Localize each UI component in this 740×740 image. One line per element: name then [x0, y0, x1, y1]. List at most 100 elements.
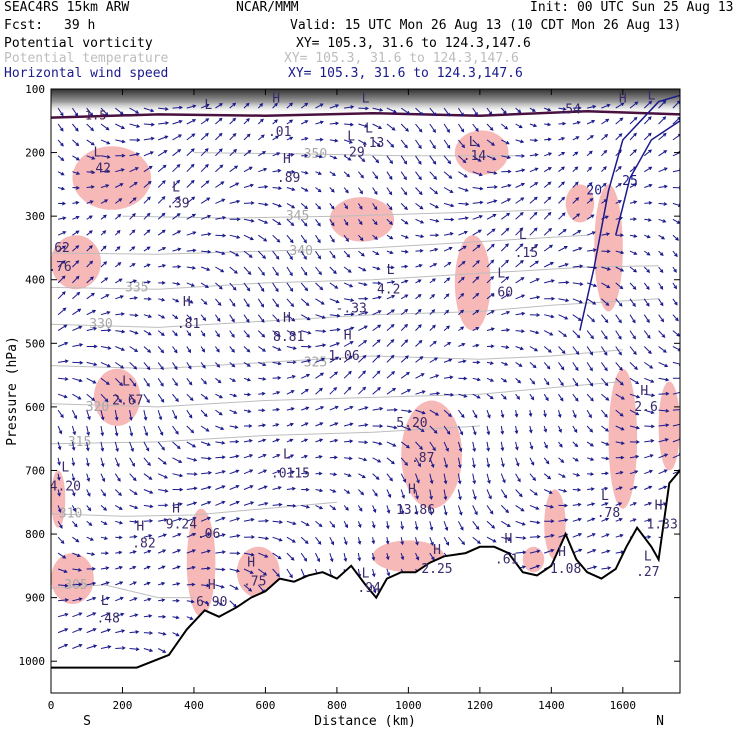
- wind-arrow: [643, 346, 652, 355]
- wind-arrow: [57, 552, 67, 559]
- wind-arrow: [286, 568, 293, 579]
- wind-arrow: [472, 473, 477, 485]
- wind-arrow: [115, 168, 125, 173]
- wind-arrow: [115, 312, 125, 316]
- wind-arrow: [586, 182, 593, 188]
- wind-arrow: [286, 234, 294, 244]
- wind-arrow: [587, 472, 595, 476]
- wind-arrow: [572, 298, 583, 304]
- wind-arrow: [72, 377, 83, 383]
- wind-arrow: [186, 472, 198, 476]
- wind-arrow: [100, 214, 107, 220]
- wind-arrow: [143, 314, 153, 318]
- wind-arrow: [315, 187, 322, 193]
- wind-arrow: [329, 282, 339, 289]
- wind-arrow: [486, 123, 494, 131]
- wind-arrow: [243, 102, 250, 109]
- wind-arrow: [358, 406, 369, 411]
- wind-arrow: [644, 183, 653, 188]
- wind-arrow: [71, 409, 78, 420]
- wind-arrow: [229, 102, 237, 109]
- wind-arrow: [72, 612, 83, 618]
- wind-arrow: [358, 457, 368, 462]
- wind-arrow: [229, 393, 238, 398]
- wind-arrow: [529, 393, 535, 401]
- wind-arrow: [200, 197, 211, 204]
- wind-arrow: [529, 441, 534, 450]
- wind-arrow: [586, 214, 595, 220]
- extremum-label: L: [519, 228, 527, 243]
- extremum-label: L: [644, 549, 652, 564]
- wind-arrow: [71, 473, 76, 482]
- extremum-label: .61: [495, 552, 518, 567]
- wind-arrow: [72, 275, 80, 284]
- wind-arrow: [243, 377, 252, 382]
- wind-arrow: [115, 295, 125, 300]
- wind-arrow: [644, 439, 655, 443]
- wind-arrow: [129, 393, 136, 404]
- wind-arrow: [501, 536, 512, 542]
- wind-arrow: [286, 470, 295, 475]
- wind-arrow: [358, 339, 368, 347]
- wind-arrow: [286, 390, 295, 395]
- wind-arrow: [386, 505, 391, 514]
- wind-arrow: [415, 293, 422, 300]
- wind-arrow: [100, 441, 105, 452]
- wind-arrow: [643, 149, 653, 157]
- wind-arrow: [501, 520, 511, 528]
- wind-arrow: [172, 425, 179, 435]
- wind-arrow: [601, 266, 612, 271]
- wind-arrow: [472, 292, 480, 300]
- wind-arrow: [300, 120, 309, 125]
- wind-arrow: [86, 536, 94, 541]
- wind-arrow: [258, 361, 267, 367]
- wind-arrow: [400, 139, 408, 149]
- wind-arrow: [71, 457, 76, 467]
- wind-arrow: [129, 425, 134, 437]
- wind-arrow: [529, 564, 541, 570]
- wind-arrow: [486, 185, 498, 189]
- wind-arrow: [458, 343, 466, 347]
- wind-arrow: [443, 521, 449, 531]
- wind-arrow: [386, 387, 397, 395]
- wind-arrow: [286, 153, 295, 157]
- wind-arrow: [658, 150, 668, 157]
- wind-arrow: [243, 117, 250, 125]
- wind-arrow: [143, 549, 152, 554]
- wind-arrow: [486, 292, 495, 300]
- wind-arrow: [500, 123, 509, 130]
- wind-arrow: [629, 183, 638, 188]
- wind-arrow: [301, 137, 309, 141]
- wind-arrow: [329, 472, 338, 477]
- wind-arrow: [500, 259, 509, 268]
- wind-arrow: [543, 410, 547, 418]
- wind-arrow: [157, 164, 167, 173]
- wind-arrow: [115, 329, 126, 334]
- wind-arrow: [301, 359, 312, 363]
- wind-arrow: [72, 536, 80, 543]
- wind-arrow: [443, 536, 449, 546]
- wind-arrow: [143, 212, 151, 220]
- wind-arrow: [229, 425, 239, 429]
- extremum-label: 2.6: [634, 400, 657, 415]
- extremum-label: .15: [515, 246, 538, 261]
- model-title: SEAC4RS 15km ARW: [4, 0, 130, 15]
- wind-arrow: [57, 186, 66, 191]
- wind-arrow: [272, 152, 281, 157]
- wind-arrow: [243, 330, 250, 338]
- wind-arrow: [115, 629, 126, 634]
- wind-arrow: [57, 123, 64, 132]
- wind-arrow: [672, 422, 680, 427]
- wind-arrow: [272, 469, 282, 475]
- wind-arrow: [458, 376, 468, 381]
- wind-arrow: [115, 183, 124, 188]
- wind-arrow: [215, 362, 221, 368]
- wind-arrow: [172, 565, 181, 570]
- wind-arrow: [386, 370, 396, 379]
- wind-arrow: [86, 123, 95, 132]
- wind-arrow: [372, 354, 381, 363]
- wind-arrow: [100, 294, 110, 300]
- wind-arrow: [515, 197, 525, 204]
- wind-arrow: [186, 314, 193, 321]
- wind-arrow: [415, 390, 426, 395]
